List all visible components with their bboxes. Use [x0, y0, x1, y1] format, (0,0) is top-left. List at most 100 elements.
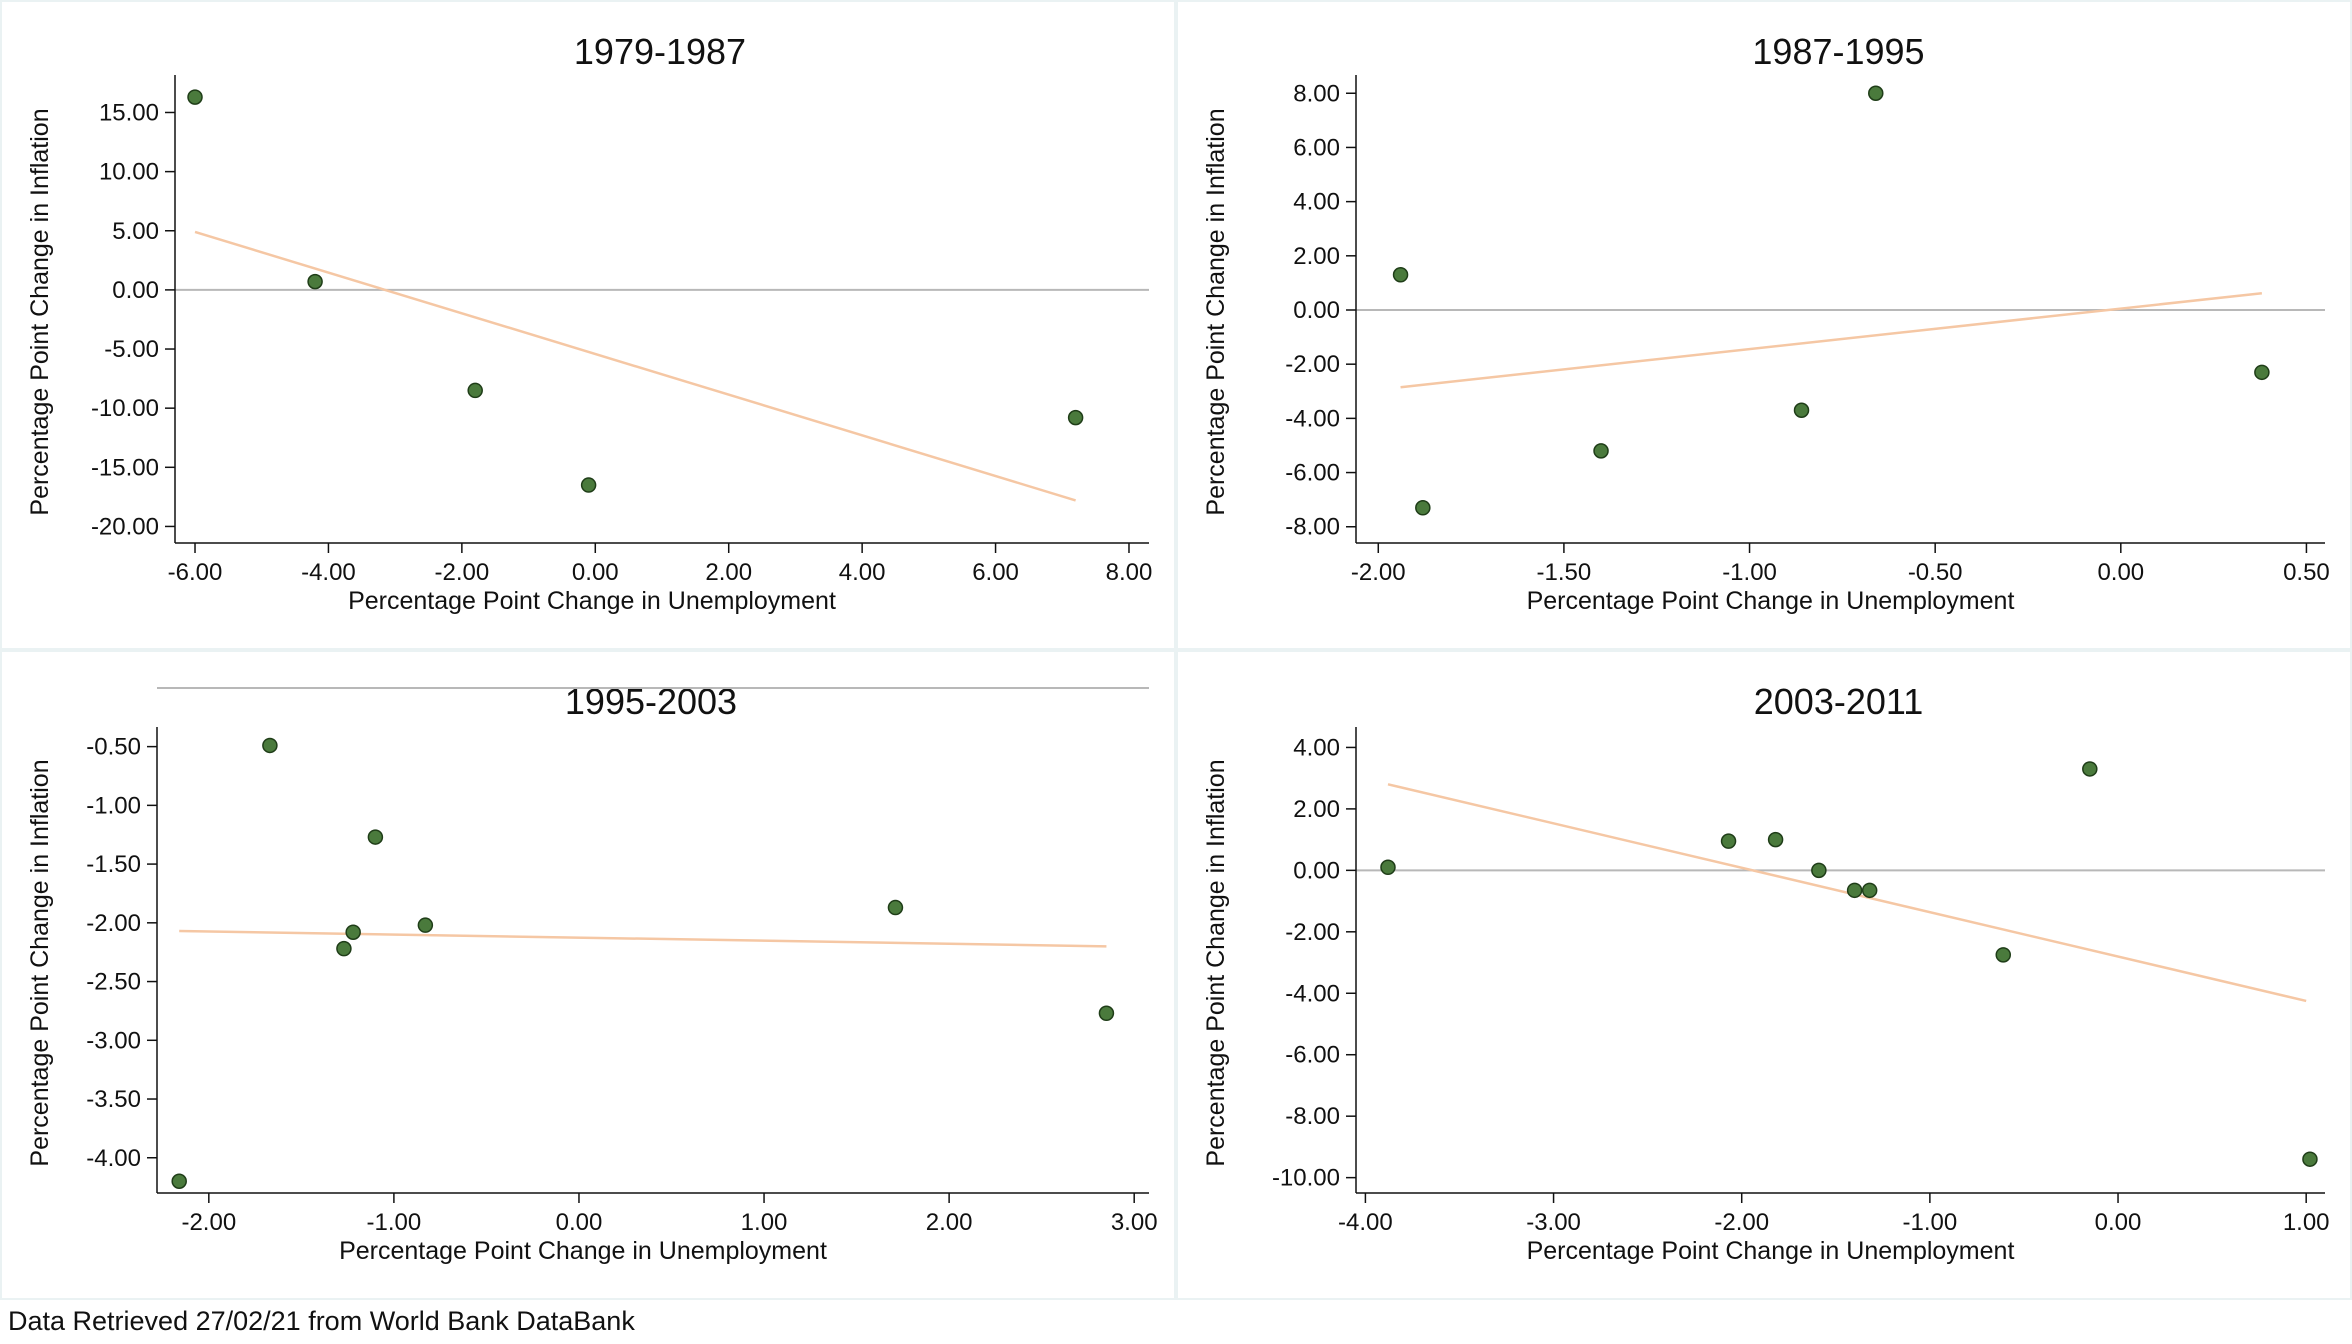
- data-point: [187, 89, 203, 105]
- x-tick-label: 2.00: [705, 559, 752, 586]
- scatter-chart-1987-1995: 1987-1995 -2.00 -1.50 -1.00 -0.50 0.00 0.50 8.0…: [1202, 31, 2330, 615]
- y-tick-label: -10.00: [1272, 1165, 1340, 1192]
- y-tick-label: 10.00: [99, 159, 159, 186]
- fitted-line: [1400, 291, 2263, 389]
- x-tick-label: 8.00: [1106, 559, 1153, 586]
- x-tick-label: 1.00: [741, 1209, 788, 1236]
- x-tick-label: -2.00: [181, 1209, 236, 1236]
- scatter-chart-1995-2003: 1995-2003-2.00 -1.00 0.00 1.00 2.00 3.00-0.50…: [26, 681, 1158, 1265]
- data-point: [262, 737, 278, 754]
- data-point: [336, 940, 352, 957]
- y-tick-label: -15.00: [91, 454, 159, 481]
- y-tick-label: -2.00: [86, 910, 141, 937]
- y-axis-label: Percentage Point Change in Inflation: [26, 108, 54, 515]
- x-axis-label: Percentage Point Change in Unemployment: [348, 587, 836, 615]
- x-tick-label: 0.00: [2095, 1209, 2142, 1236]
- x-tick-label: -2.00: [1714, 1209, 1769, 1236]
- y-tick-label: -10.00: [91, 395, 159, 422]
- y-tick-label: -0.50: [86, 734, 141, 761]
- data-point: [2082, 761, 2098, 777]
- y-tick-label: -4.00: [1285, 980, 1340, 1007]
- data-point: [1593, 443, 1609, 459]
- y-tick-label: 15.00: [99, 99, 159, 126]
- chart-panel-1995-2003: 1995-2003 -2.00 -1.00 0.00 1.00 2.00 3.00 -0.50…: [2, 652, 1174, 1298]
- y-tick-label: 8.00: [1293, 80, 1340, 107]
- y-tick-label: -2.00: [1285, 351, 1340, 378]
- y-tick-label: 5.00: [112, 218, 159, 245]
- data-point: [467, 382, 483, 399]
- chart-title: 1987-1995: [1752, 31, 1924, 72]
- y-tick-label: 2.00: [1293, 243, 1340, 270]
- chart-panel-1987-1995: 1987-1995 -2.00 -1.50 -1.00 -0.50 0.00 0.50 8.0…: [1178, 2, 2350, 648]
- x-tick-label: -4.00: [1338, 1209, 1393, 1236]
- x-tick-label: -0.50: [1908, 559, 1963, 586]
- y-tick-label: 4.00: [1293, 734, 1340, 761]
- x-tick-label: 0.00: [556, 1209, 603, 1236]
- data-point: [417, 917, 434, 933]
- fitted-line: [194, 230, 1076, 502]
- y-tick-label: -8.00: [1285, 514, 1340, 541]
- x-tick-label: -2.00: [1351, 559, 1406, 586]
- y-tick-label: -2.00: [1285, 919, 1340, 946]
- data-point: [1995, 947, 2012, 963]
- data-point: [1067, 409, 1084, 426]
- x-tick-label: 0.50: [2283, 559, 2330, 586]
- x-tick-label: 4.00: [839, 559, 886, 586]
- data-point: [1720, 833, 1737, 849]
- x-tick-label: 0.00: [2097, 559, 2144, 586]
- data-point: [1380, 859, 1396, 876]
- data-point: [2302, 1151, 2318, 1167]
- data-point: [1846, 882, 1863, 899]
- x-tick-label: -3.00: [1526, 1209, 1581, 1236]
- chart-panel-2003-2011: 2003-2011 -4.00 -3.00 -2.00 -1.00 0.00 1.00 4.0…: [1178, 652, 2350, 1298]
- y-tick-label: -2.50: [86, 969, 141, 996]
- y-tick-label: -4.00: [1285, 405, 1340, 432]
- y-tick-label: -4.00: [86, 1145, 141, 1172]
- data-point: [1098, 1005, 1115, 1022]
- x-tick-label: -6.00: [168, 559, 223, 586]
- y-tick-label: 0.00: [112, 277, 159, 304]
- data-point: [1868, 85, 1884, 102]
- x-tick-label: -1.00: [1722, 559, 1777, 586]
- x-tick-label: -2.00: [435, 559, 490, 586]
- y-tick-label: -3.50: [86, 1086, 141, 1113]
- fitted-line: [179, 929, 1107, 948]
- x-tick-label: -1.00: [1903, 1209, 1958, 1236]
- y-tick-label: -6.00: [1285, 1042, 1340, 1069]
- x-tick-label: 2.00: [926, 1209, 973, 1236]
- y-tick-label: 0.00: [1293, 857, 1340, 884]
- y-tick-label: 2.00: [1293, 796, 1340, 823]
- y-tick-label: -1.00: [86, 792, 141, 819]
- data-point: [1811, 862, 1827, 879]
- data-point: [887, 899, 904, 916]
- x-tick-label: 6.00: [972, 559, 1019, 586]
- chart-title: 2003-2011: [1754, 681, 1924, 722]
- y-tick-label: -8.00: [1285, 1103, 1340, 1130]
- x-tick-label: 3.00: [1111, 1209, 1158, 1236]
- y-tick-label: 6.00: [1293, 134, 1340, 161]
- x-tick-label: -4.00: [301, 559, 356, 586]
- x-axis-label: Percentage Point Change in Unemployment: [339, 1237, 827, 1265]
- footer-note: Data Retrieved 27/02/21 from World Bank …: [8, 1306, 635, 1336]
- data-point: [1415, 500, 1431, 516]
- y-axis-label: Percentage Point Change in Inflation: [1202, 108, 1230, 515]
- x-tick-label: -1.50: [1537, 559, 1592, 586]
- y-tick-label: -5.00: [104, 336, 159, 363]
- data-point: [580, 477, 597, 493]
- data-point: [307, 273, 323, 290]
- y-tick-label: 4.00: [1293, 189, 1340, 216]
- chart-panel-1979-1987: 1979-1987 -6.00 -4.00 -2.00 0.00 2.00 4.00 6.00…: [2, 2, 1174, 648]
- data-point: [1767, 831, 1784, 848]
- y-tick-label: -6.00: [1285, 460, 1340, 487]
- chart-title: 1979-1987: [574, 31, 746, 72]
- y-axis-label: Percentage Point Change in Inflation: [26, 759, 54, 1166]
- data-point: [171, 1173, 187, 1190]
- y-tick-label: 0.00: [1293, 297, 1340, 324]
- scatter-chart-2003-2011: 2003-2011 -4.00 -3.00 -2.00 -1.00 0.00 1.00 4.0…: [1202, 681, 2330, 1265]
- data-point: [2254, 364, 2270, 381]
- y-tick-label: -3.00: [86, 1027, 141, 1054]
- data-point: [345, 924, 361, 940]
- scatter-chart-1979-1987: 1979-1987 -6.00 -4.00 -2.00 0.00 2.00 4.00 6.00…: [26, 31, 1153, 615]
- x-tick-label: -1.00: [367, 1209, 422, 1236]
- footer: Data Retrieved 27/02/21 from World Bank …: [0, 1300, 2352, 1344]
